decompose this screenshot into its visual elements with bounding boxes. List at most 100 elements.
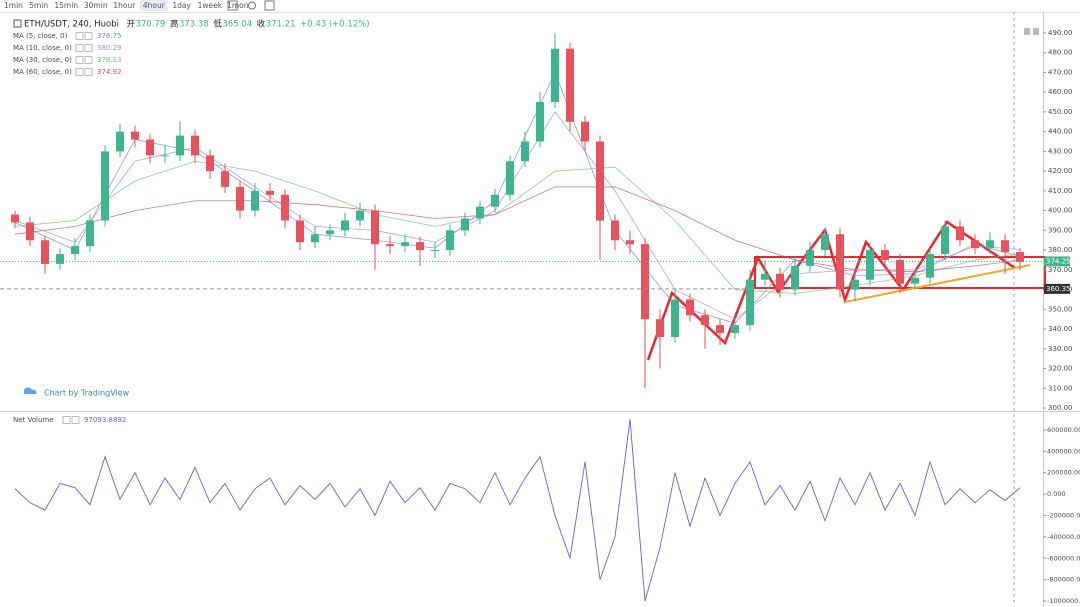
indicator-value: 376.75 (97, 32, 122, 40)
volume-tick-label: -400000.000 (1047, 533, 1080, 541)
candle-body (611, 220, 619, 241)
indicator-button[interactable] (84, 44, 93, 52)
price-tick-label: 320.00 (1048, 365, 1073, 373)
candle-body (716, 325, 724, 334)
interval-button[interactable]: 1min (4, 1, 23, 10)
price-tick-label: 470.00 (1048, 68, 1073, 76)
ohlc-value: 373.38 (179, 20, 209, 30)
price-tick-label: 490.00 (1048, 29, 1073, 37)
legend-icon (13, 19, 22, 28)
candle-body (221, 171, 229, 187)
price-tick-label: 350.00 (1048, 305, 1073, 313)
candle-body (176, 135, 184, 156)
candle-body (416, 242, 424, 251)
last-price-box (1044, 256, 1070, 267)
price-tick-label: 370.00 (1048, 266, 1073, 274)
level-box (1044, 283, 1070, 294)
candle-body (746, 279, 754, 326)
interval-button[interactable]: 30min (84, 1, 108, 10)
indicator-button[interactable] (84, 32, 93, 40)
interval-button[interactable]: 5min (29, 1, 48, 10)
indicator-value: 380.29 (97, 44, 122, 52)
candle-body (296, 220, 304, 243)
candle-body (911, 277, 919, 284)
ohlc-label: 低 (213, 19, 222, 30)
candle-body (626, 240, 634, 245)
candle-body (476, 206, 484, 219)
icon[interactable] (264, 0, 275, 11)
candle-body (326, 230, 334, 235)
indicator-button[interactable] (84, 56, 93, 64)
candle-body (656, 319, 664, 337)
price-tick-label: 300.00 (1048, 404, 1073, 412)
candle-body (731, 325, 739, 334)
candle-body (131, 131, 139, 140)
candle-body (236, 186, 244, 211)
indicator-name: MA (5, close, 0) (13, 32, 68, 40)
price-tick-label: 440.00 (1048, 128, 1073, 136)
price-tick-label: 480.00 (1048, 49, 1073, 57)
candle-body (641, 244, 649, 320)
candle-body (461, 218, 469, 231)
indicator-button[interactable] (62, 416, 71, 424)
indicator-name: MA (30, close, 0) (13, 56, 72, 64)
candle-body (101, 151, 109, 221)
pane-button[interactable] (1033, 28, 1039, 35)
candle-body (71, 246, 79, 255)
toolbar-icons[interactable] (227, 0, 275, 11)
interval-button[interactable]: 15min (54, 1, 78, 10)
indicator-name: MA (60, close, 0) (13, 68, 72, 76)
candle-body (41, 240, 49, 264)
icon[interactable] (227, 0, 238, 11)
watermark: Chart by TradingView (44, 389, 130, 398)
candle-body (926, 254, 934, 278)
price-tick-label: 380.00 (1048, 246, 1073, 254)
indicator-button[interactable] (75, 56, 84, 64)
interval-button[interactable]: 1day (172, 1, 191, 10)
pane-button[interactable] (1024, 28, 1030, 35)
candle-body (281, 194, 289, 221)
volume-tick-label: -600000.000 (1047, 554, 1080, 562)
interval-button[interactable]: 4hour (143, 1, 166, 10)
indicator-name: MA (10, close, 0) (13, 44, 72, 52)
level-label: 360.35 (1046, 285, 1071, 293)
price-tick-label: 450.00 (1048, 108, 1073, 116)
volume-value: 97093.8892 (84, 416, 126, 424)
candle-body (56, 254, 64, 264)
candle-body (1016, 252, 1024, 262)
candle-body (941, 226, 949, 255)
candle-body (386, 244, 394, 247)
ohlc-label: 高 (170, 19, 179, 30)
volume-tick-label: 200000.000 (1047, 469, 1080, 477)
icon[interactable] (248, 1, 256, 10)
change-value: +0.43 (+0.12%) (300, 20, 370, 30)
candle-body (401, 242, 409, 247)
candle-body (506, 161, 514, 195)
price-tick-label: 420.00 (1048, 167, 1073, 175)
symbol-title: ETH/USDT, 240, Huobi (24, 20, 119, 30)
volume-tick-label: 400000.000 (1047, 447, 1080, 455)
ma-line (14, 186, 1021, 273)
candle-body (521, 141, 529, 162)
indicator-button[interactable] (75, 68, 84, 76)
volume-tick-label: -200000.000 (1047, 511, 1080, 519)
price-tick-label: 330.00 (1048, 345, 1073, 353)
candle-body (311, 234, 319, 243)
interval-button[interactable]: 1mon (227, 1, 249, 10)
candle-body (146, 139, 154, 156)
drawings (646, 220, 1046, 361)
tv-logo (23, 387, 37, 394)
ma-line (14, 160, 1021, 294)
indicator-button[interactable] (75, 32, 84, 40)
volume-tick-label: -1000000.00 (1047, 597, 1080, 605)
ohlc-value: 365.04 (222, 20, 252, 30)
candle-body (956, 226, 964, 241)
indicator-button[interactable] (75, 44, 84, 52)
candle-body (191, 135, 199, 156)
indicator-button[interactable] (84, 68, 93, 76)
interval-button[interactable]: 1week (198, 1, 223, 10)
interval-button[interactable]: 1hour (113, 1, 136, 10)
indicator-button[interactable] (71, 416, 80, 424)
volume-title: Net Volume (13, 416, 54, 424)
candle-body (971, 240, 979, 249)
